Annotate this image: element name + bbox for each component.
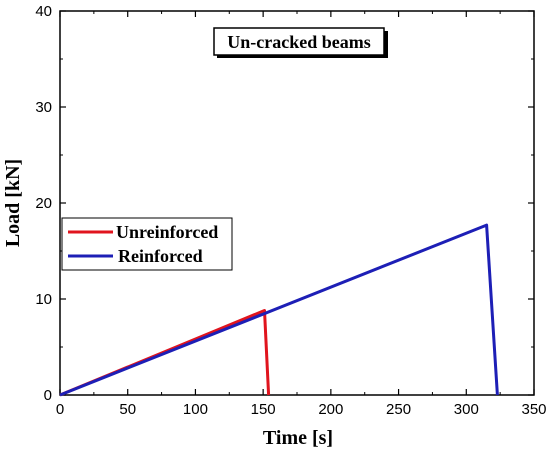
- x-tick-label: 50: [119, 401, 136, 418]
- x-tick-label: 0: [56, 401, 64, 418]
- axis-ticks: 0 50 100 150 200 250 300 350 0 10 20 30 40: [35, 3, 546, 418]
- legend-label-unreinforced: Unreinforced: [116, 222, 218, 242]
- chart-title-box: Un-cracked beams: [213, 27, 388, 58]
- x-tick-label: 350: [521, 401, 546, 418]
- series-line-reinforced: [59, 223, 499, 397]
- y-tick-label: 0: [44, 387, 52, 404]
- legend-frame: [61, 217, 233, 271]
- x-tick-label: 150: [251, 401, 276, 418]
- chart-title: Un-cracked beams: [227, 32, 370, 52]
- y-tick-label: 40: [35, 3, 52, 20]
- x-tick-label: 300: [454, 401, 479, 418]
- x-tick-label: 100: [183, 401, 208, 418]
- y-axis-label: Load [kN]: [2, 159, 24, 247]
- x-tick-label: 250: [386, 401, 411, 418]
- chart-title-shadow: [384, 31, 388, 58]
- chart-title-shadow-bottom: [217, 55, 388, 58]
- plot-frame: [59, 10, 535, 396]
- legend: Unreinforced Reinforced: [61, 217, 233, 271]
- plot-border: [59, 10, 535, 396]
- series-lines: [59, 223, 499, 397]
- x-axis-label: Time [s]: [263, 427, 333, 449]
- y-tick-label: 10: [35, 291, 52, 308]
- y-tick-label: 20: [35, 195, 52, 212]
- legend-label-reinforced: Reinforced: [118, 246, 203, 266]
- x-tick-label: 200: [318, 401, 343, 418]
- y-tick-label: 30: [35, 99, 52, 116]
